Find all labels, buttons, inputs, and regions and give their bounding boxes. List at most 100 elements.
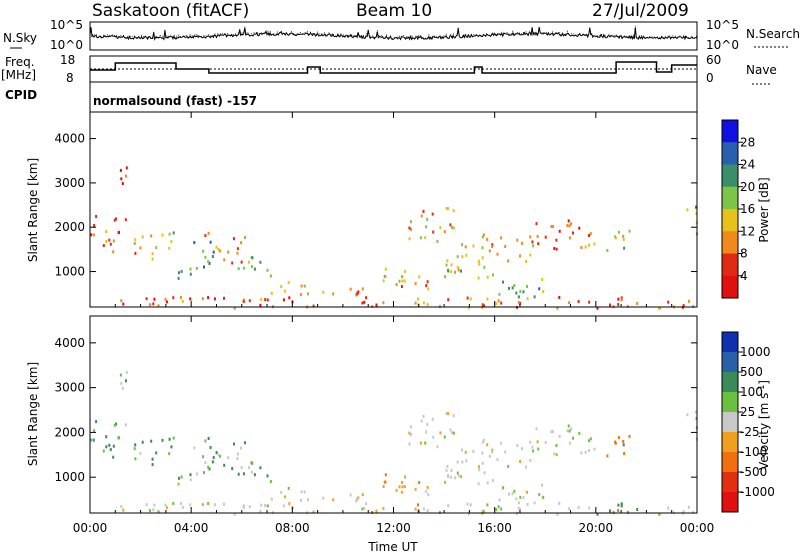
velocity-cell: [251, 461, 254, 465]
velocity-cell: [628, 434, 631, 438]
velocity-cell: [495, 508, 498, 512]
velocity-cell: [208, 467, 211, 471]
power-cell: [450, 263, 453, 267]
power-cell: [409, 220, 412, 224]
power-cell: [365, 296, 368, 300]
power-cell: [628, 229, 631, 233]
velocity-cell: [481, 509, 484, 513]
velocity-cell: [568, 507, 571, 511]
power-cell: [553, 247, 556, 250]
velocity-cell: [125, 371, 128, 374]
power-cell: [395, 283, 398, 287]
power-cell: [90, 233, 93, 237]
power-cell: [408, 226, 411, 230]
velocity-cell: [452, 414, 455, 418]
velocity-cell: [181, 505, 184, 509]
velocity-cell: [558, 435, 561, 438]
velocity-cell: [121, 386, 124, 390]
power-cell: [511, 286, 514, 290]
velocity-cell: [207, 437, 210, 440]
power-cell: [461, 255, 464, 259]
velocity-cell: [432, 435, 435, 439]
power-cell: [609, 303, 611, 307]
velocity-cell: [215, 451, 218, 455]
velocity-cell: [580, 451, 583, 455]
velocity-cell: [483, 471, 486, 475]
power-cell: [141, 235, 144, 239]
power-cell: [469, 297, 472, 301]
power-cell: [517, 300, 520, 304]
velocity-cell: [439, 431, 442, 435]
velocity-cell: [443, 435, 446, 439]
power-cell: [266, 298, 269, 302]
velocity-cell: [195, 472, 198, 476]
velocity-cell: [408, 431, 411, 435]
velocity-cell: [177, 482, 180, 486]
power-cell: [424, 236, 427, 240]
velocity-cell: [500, 441, 503, 445]
nave-label: Nave: [746, 63, 777, 77]
velocity-cell: [588, 506, 591, 510]
velocity-cell: [189, 473, 192, 477]
power-cell: [115, 217, 118, 221]
velocity-cell: [409, 425, 412, 429]
colorbar-tick-label: 8: [740, 247, 748, 261]
power-cell: [113, 218, 116, 222]
power-cell: [445, 263, 448, 267]
power-cell: [507, 259, 510, 263]
velocity-cell: [357, 496, 360, 500]
power-cell: [357, 290, 360, 294]
velocity-cell: [417, 503, 419, 507]
velocity-cell: [555, 453, 558, 457]
velocity-cell: [242, 472, 245, 476]
velocity-cell: [508, 492, 510, 496]
power-cell: [299, 293, 302, 297]
power-cell: [521, 241, 523, 245]
power-cell: [153, 297, 156, 301]
power-cell: [483, 304, 485, 308]
power-axis: 1000 2000 3000 4000: [54, 132, 697, 279]
velocity-cell: [488, 454, 491, 458]
velocity-cell: [145, 503, 148, 507]
power-cell: [303, 284, 306, 288]
power-cell: [361, 287, 364, 291]
power-cell: [382, 301, 385, 305]
velocity-cell: [686, 413, 689, 417]
velocity-cell: [299, 498, 302, 502]
velocity-cell: [260, 503, 263, 507]
colorbar-swatch: [722, 432, 738, 453]
power-cell: [401, 279, 404, 283]
power-cell: [667, 300, 670, 304]
velocity-cell: [529, 458, 532, 462]
velocity-cell: [606, 454, 609, 458]
power-cell: [450, 270, 453, 274]
power-cell: [589, 232, 592, 236]
freq-unit-label: [MHz]: [1, 68, 36, 82]
velocity-cell: [266, 504, 269, 508]
velocity-cell: [536, 440, 539, 444]
velocity-cell: [404, 475, 407, 479]
velocity-cell: [589, 437, 592, 441]
power-ylabel: Slant Range [km]: [26, 158, 40, 262]
velocity-cell: [542, 495, 545, 499]
velocity-cell: [269, 480, 272, 483]
power-cell: [486, 297, 489, 301]
velocity-cell: [172, 502, 175, 505]
power-cell: [617, 303, 620, 306]
time-tick-label: 08:00: [275, 521, 310, 535]
power-cell: [165, 300, 168, 304]
power-cell: [195, 266, 198, 270]
velocity-cell: [422, 507, 425, 511]
power-cell: [414, 301, 417, 305]
power-cell: [264, 298, 267, 302]
velocity-cell: [223, 463, 226, 467]
velocity-cell: [403, 485, 406, 489]
power-cell: [491, 245, 494, 249]
velocity-cell: [609, 509, 611, 513]
colorbar-swatch: [722, 412, 738, 433]
colorbar-tick-label: 20: [740, 180, 755, 194]
power-cell: [270, 291, 273, 295]
colorbar-tick-label: 16: [740, 202, 755, 216]
velocity-cell: [426, 485, 429, 489]
range-tick-label: 4000: [54, 132, 85, 146]
